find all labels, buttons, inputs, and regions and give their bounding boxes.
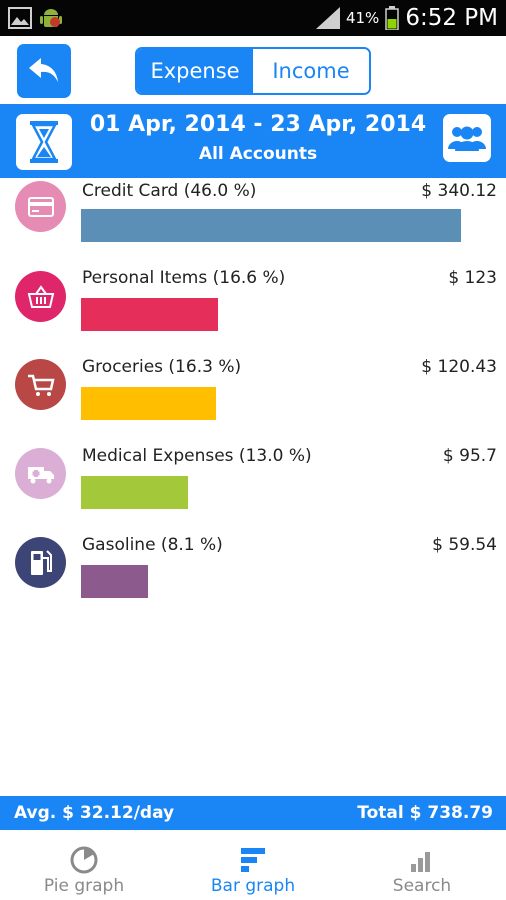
battery-icon <box>385 6 400 30</box>
toolbar: Expense Income <box>0 36 506 106</box>
search-icon <box>411 852 430 872</box>
category-amount: $ 123 <box>448 268 497 288</box>
category-label: Personal Items (16.6 %) <box>82 268 286 288</box>
category-amount: $ 340.12 <box>421 181 497 201</box>
bottom-navigation: Pie graph Bar graph Search <box>0 830 506 900</box>
category-icon <box>15 181 66 232</box>
expense-income-toggle: Expense Income <box>135 47 371 95</box>
fuel-pump-icon <box>30 549 52 575</box>
nav-label: Pie graph <box>43 876 125 896</box>
list-item[interactable]: Gasoline (8.1 %) $ 59.54 <box>0 534 506 623</box>
nav-label: Search <box>392 876 452 896</box>
status-time: 6:52 PM <box>405 5 498 31</box>
category-bar <box>81 565 148 598</box>
list-item[interactable]: Medical Expenses (13.0 %) $ 95.7 <box>0 445 506 534</box>
accounts-icon <box>448 126 486 151</box>
category-icon <box>15 359 66 410</box>
credit-card-icon <box>27 196 54 217</box>
account-scope: All Accounts <box>198 144 318 164</box>
date-header: 01 Apr, 2014 - 23 Apr, 2014 All Accounts <box>0 106 506 178</box>
category-bar <box>81 298 218 331</box>
ambulance-icon <box>27 466 54 483</box>
category-amount: $ 120.43 <box>421 357 497 377</box>
category-label: Medical Expenses (13.0 %) <box>82 446 312 466</box>
category-icon <box>15 537 66 588</box>
status-bar: 41% 6:52 PM <box>0 0 506 36</box>
category-label: Gasoline (8.1 %) <box>82 535 223 555</box>
list-item[interactable]: Groceries (16.3 %) $ 120.43 <box>0 356 506 445</box>
pie-graph-icon <box>70 846 98 874</box>
status-notifications <box>8 5 64 31</box>
nav-bar-graph[interactable]: Bar graph <box>169 830 337 900</box>
category-amount: $ 59.54 <box>432 535 497 555</box>
average-per-day: Avg. $ 32.12/day <box>14 803 175 823</box>
period-button[interactable] <box>16 114 72 170</box>
nav-search[interactable]: Search <box>338 830 506 900</box>
list-item[interactable]: Credit Card (46.0 %) $ 340.12 <box>0 178 506 267</box>
category-amount: $ 95.7 <box>442 446 497 466</box>
nav-label: Bar graph <box>210 876 296 896</box>
category-bar <box>81 209 461 242</box>
hourglass-icon <box>30 121 58 163</box>
accounts-button[interactable] <box>443 114 491 162</box>
category-list: Credit Card (46.0 %) $ 340.12 Personal I… <box>0 178 506 796</box>
back-button[interactable] <box>17 44 71 98</box>
summary-bar: Avg. $ 32.12/day Total $ 738.79 <box>0 796 506 830</box>
total-amount: Total $ 738.79 <box>357 803 493 823</box>
basket-icon <box>27 284 54 308</box>
signal-icon <box>315 7 340 29</box>
category-bar <box>81 476 188 509</box>
bar-graph-icon <box>241 848 265 872</box>
cart-icon <box>27 374 55 396</box>
category-label: Credit Card (46.0 %) <box>82 181 257 201</box>
category-bar <box>81 387 216 420</box>
category-icon <box>15 271 66 322</box>
android-icon <box>40 9 62 27</box>
nav-pie-graph[interactable]: Pie graph <box>0 830 168 900</box>
tab-expense[interactable]: Expense <box>137 49 253 93</box>
tab-income[interactable]: Income <box>253 49 369 93</box>
category-icon <box>15 448 66 499</box>
battery-percent: 41% <box>345 9 380 27</box>
date-range: 01 Apr, 2014 - 23 Apr, 2014 <box>89 112 427 137</box>
back-arrow-icon <box>29 58 58 82</box>
list-item[interactable]: Personal Items (16.6 %) $ 123 <box>0 267 506 356</box>
category-label: Groceries (16.3 %) <box>82 357 242 377</box>
gallery-icon <box>8 7 32 29</box>
status-indicators: 41% 6:52 PM <box>315 4 498 32</box>
